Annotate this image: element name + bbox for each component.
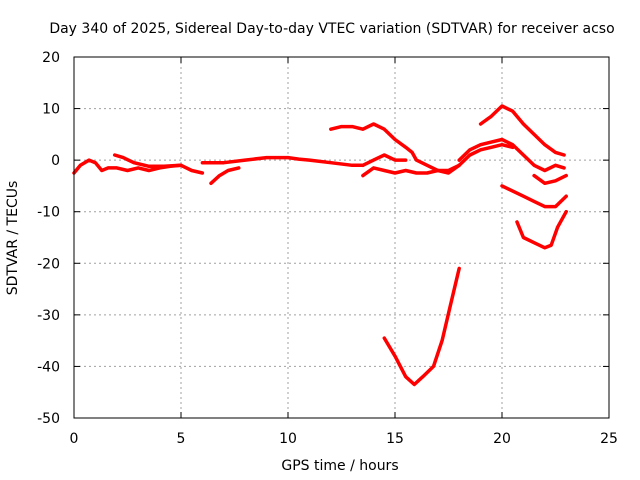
series-track-11: [500, 184, 568, 209]
series-track-7: [361, 142, 515, 178]
y-tick-label: 20: [42, 50, 60, 66]
series-track-10: [478, 104, 566, 157]
y-tick-label: -20: [37, 256, 60, 272]
y-tick-label: -50: [37, 411, 60, 427]
plot-frame: [73, 56, 610, 419]
y-tick-label: -10: [37, 205, 60, 221]
series-track-2: [112, 153, 183, 169]
series-track-4: [209, 166, 241, 186]
y-tick-label: 10: [42, 102, 60, 118]
series-track-3: [200, 155, 365, 168]
series-track-8: [382, 266, 461, 387]
series-track-12: [532, 173, 568, 186]
x-axis-label: GPS time / hours: [281, 458, 398, 474]
y-tick-label: -30: [37, 308, 60, 324]
x-tick-label: 15: [386, 431, 404, 447]
x-tick-label: 0: [70, 431, 79, 447]
x-tick-label: 5: [177, 431, 186, 447]
tick-labels: 0 5 10 15 20 25 20 10 0 -10 -20 -30 -40 -50: [37, 50, 618, 447]
chart-title: Day 340 of 2025, Sidereal Day-to-day VTE…: [49, 21, 614, 37]
series-track-13: [515, 209, 568, 250]
y-axis-label: SDTVAR / TECUs: [5, 181, 21, 296]
x-tick-label: 10: [279, 431, 297, 447]
y-tick-label: 0: [51, 153, 60, 169]
grid: [74, 57, 609, 418]
series-group: [72, 104, 568, 387]
series-track-6: [361, 153, 408, 168]
x-tick-label: 25: [600, 431, 618, 447]
y-tick-label: -40: [37, 359, 60, 375]
series-track-9: [457, 137, 566, 173]
x-tick-label: 20: [493, 431, 511, 447]
